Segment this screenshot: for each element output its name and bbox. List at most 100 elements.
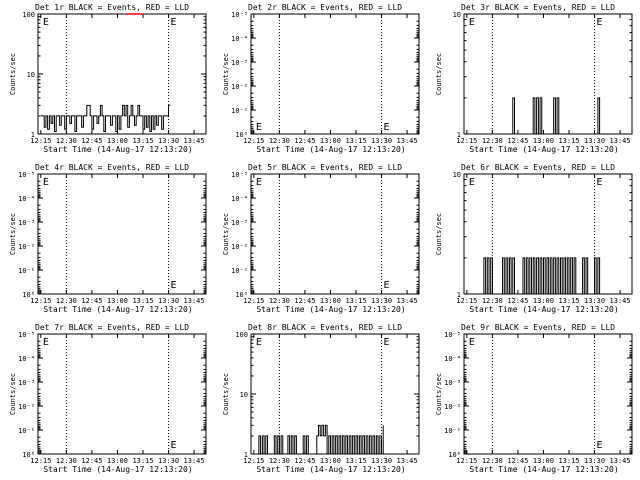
panel-det-8: Det 8r BLACK = Events, RED = LLDCounts/s… [222,323,419,474]
x-tick-label: 12:45 [507,137,528,145]
panel-title: Det 8r BLACK = Events, RED = LLD [248,323,402,332]
panel-title: Det 2r BLACK = Events, RED = LLD [248,3,402,12]
x-tick-label: 12:30 [269,457,290,465]
x-tick-label: 13:15 [132,297,153,305]
event-marker: E [256,337,262,348]
y-tick-label: 10 [240,391,248,399]
y-tick-label: 10 [453,11,461,19]
x-tick-label: 12:30 [269,137,290,145]
event-marker: E [469,177,475,188]
event-marker: E [256,122,262,133]
x-tick-label: 12:45 [81,137,102,145]
x-tick-label: 12:45 [81,297,102,305]
y-axis-label: Counts/sec [9,213,17,255]
y-axis-label: Counts/sec [435,373,443,415]
panel-det-5: Det 5r BLACK = Events, RED = LLD Counts/s… [222,163,419,314]
y-tick-label: 10⁻¹ [18,427,35,435]
panel-det-1: Det 1r BLACK = Events, RED = LLD Counts/s… [9,3,206,154]
event-marker: E [469,17,475,28]
events-series [41,105,170,131]
x-tick-label: 13:15 [345,297,366,305]
x-axis-label: Start Time (14-Aug-17 12:13:20) [469,305,618,314]
plot-frame [464,334,632,454]
panel-det-2: Det 2r BLACK = Events, RED = LLDCounts/s… [222,3,419,154]
y-tick-label: 1 [457,131,461,139]
x-tick-label: 12:30 [56,137,77,145]
x-tick-label: 13:00 [320,137,341,145]
y-tick-label: 100 [235,331,248,339]
x-tick-label: 13:30 [158,457,179,465]
y-tick-label: 10⁻⁵ [231,171,248,179]
x-tick-label: 12:30 [482,137,503,145]
y-tick-label: 1 [31,131,35,139]
y-tick-label: 10⁻¹ [231,267,248,275]
y-tick-label: 100 [22,11,35,19]
y-tick-label: 10⁰ [22,291,35,299]
y-tick-label: 10⁻³ [231,59,248,67]
y-axis-label: Counts/sec [222,213,230,255]
event-marker: E [43,337,49,348]
x-tick-label: 13:00 [107,137,128,145]
y-tick-label: 10⁻⁴ [231,35,248,43]
events-series [511,98,599,134]
panel-title: Det 9r BLACK = Events, RED = LLD [461,323,615,332]
x-tick-label: 13:45 [184,457,205,465]
x-tick-label: 13:45 [397,457,418,465]
event-marker: E [597,440,603,451]
y-tick-label: 10⁻³ [231,219,248,227]
x-tick-label: 13:45 [610,457,631,465]
x-tick-label: 13:00 [107,457,128,465]
x-tick-label: 13:45 [610,297,631,305]
y-tick-label: 10⁻⁵ [18,331,35,339]
events-series [257,425,383,454]
x-tick-label: 13:15 [558,457,579,465]
x-axis-label: Start Time (14-Aug-17 12:13:20) [256,305,405,314]
y-tick-label: 10⁻⁵ [18,171,35,179]
event-marker: E [256,177,262,188]
x-axis-label: Start Time (14-Aug-17 12:13:20) [43,145,192,154]
event-marker: E [171,280,177,291]
y-tick-label: 1 [457,291,461,299]
x-tick-label: 12:30 [56,457,77,465]
x-tick-label: 13:00 [533,457,554,465]
x-tick-label: 13:30 [584,297,605,305]
x-tick-label: 13:15 [132,137,153,145]
event-marker: E [384,122,390,133]
y-tick-label: 10⁻³ [444,379,461,387]
y-tick-label: 10⁻⁵ [444,331,461,339]
y-tick-label: 10⁻¹ [18,267,35,275]
x-tick-label: 12:30 [269,297,290,305]
y-axis-label: Counts/sec [435,213,443,255]
panel-title: Det 5r BLACK = Events, RED = LLD [248,163,402,172]
event-marker: E [384,280,390,291]
y-tick-label: 10⁻¹ [231,107,248,115]
panel-det-3: Det 3r BLACK = Events, RED = LLD Counts/s… [435,3,632,154]
y-tick-label: 10⁻² [18,403,35,411]
x-axis-label: Start Time (14-Aug-17 12:13:20) [469,145,618,154]
x-tick-label: 13:45 [610,137,631,145]
plot-frame [38,174,206,294]
x-tick-label: 13:30 [584,137,605,145]
y-tick-label: 1 [244,451,248,459]
x-tick-label: 12:45 [294,137,315,145]
x-tick-label: 13:15 [345,457,366,465]
y-tick-label: 10⁻⁵ [231,11,248,19]
event-marker: E [469,337,475,348]
x-tick-label: 13:45 [184,297,205,305]
x-tick-label: 13:45 [184,137,205,145]
y-tick-label: 10⁻² [231,83,248,91]
y-tick-label: 10⁻⁴ [18,195,35,203]
panel-title: Det 3r BLACK = Events, RED = LLD [461,3,615,12]
y-tick-label: 10 [27,71,35,79]
x-tick-label: 13:00 [533,297,554,305]
y-tick-label: 10 [453,171,461,179]
event-marker: E [597,177,603,188]
y-tick-label: 10⁰ [22,451,35,459]
event-marker: E [43,177,49,188]
x-tick-label: 13:45 [397,137,418,145]
event-marker: E [597,17,603,28]
x-tick-label: 13:15 [132,457,153,465]
y-tick-label: 10⁻² [231,243,248,251]
x-axis-label: Start Time (14-Aug-17 12:13:20) [469,465,618,474]
